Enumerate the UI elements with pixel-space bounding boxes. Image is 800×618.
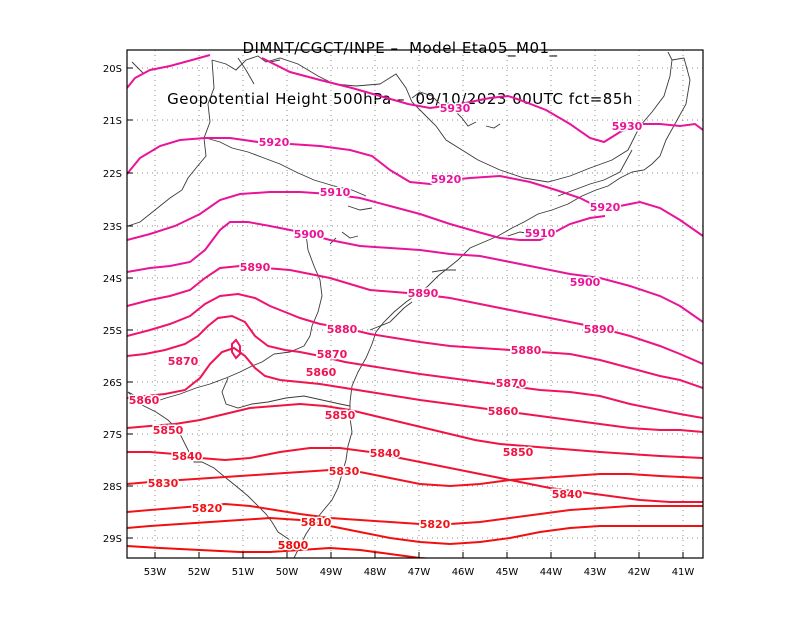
lat-tick-labels: 20S 21S 22S 23S 24S 25S 26S 27S 28S 29S [103, 64, 122, 545]
contour-5800 [127, 545, 436, 558]
contour-label: 5850 [325, 409, 356, 422]
contour-5910 [127, 191, 606, 241]
contour-label: 5870 [168, 355, 199, 368]
lat-tick-label: 27S [103, 430, 122, 441]
lon-tick-label: 48W [364, 567, 387, 578]
contour-label: 5820 [192, 502, 223, 515]
lon-tick-label: 47W [408, 567, 431, 578]
lon-tick-label: 43W [584, 567, 607, 578]
lat-tick-label: 29S [103, 534, 122, 545]
contour-label: 5930 [612, 120, 643, 133]
contour-5920 [127, 137, 703, 237]
contour-5930-east [261, 57, 703, 144]
contour-5880 [127, 292, 703, 389]
contour-label: 5810 [301, 516, 332, 529]
contour-label: 5860 [129, 394, 160, 407]
contour-label: 5890 [408, 287, 439, 300]
lat-tick-label: 28S [103, 482, 122, 493]
contour-5870 [127, 314, 703, 419]
lon-tick-label: 45W [496, 567, 519, 578]
title-line-2: Geopotential Height 500hPa – 09/10/2023 … [167, 90, 633, 108]
contour-5900 [127, 221, 703, 323]
contour-labels: 5930 5930 5920 5920 5920 5910 5910 5900 … [127, 101, 644, 554]
map-frame [126, 49, 704, 559]
lat-tick-label: 20S [103, 64, 122, 75]
lat-tick-label: 24S [103, 274, 122, 285]
lon-tick-label: 42W [628, 567, 651, 578]
lon-tick-label: 49W [320, 567, 343, 578]
contour-label: 5820 [420, 518, 451, 531]
contour-label: 5840 [172, 450, 203, 463]
contour-5850 [127, 402, 703, 459]
contour-label: 5930 [440, 102, 471, 115]
contour-label: 5840 [370, 447, 401, 460]
lon-tick-labels: 53W 52W 51W 50W 49W 48W 47W 46W 45W 44W … [144, 567, 695, 578]
contour-label: 5910 [525, 227, 556, 240]
contour-label: 5920 [259, 136, 290, 149]
lon-tick-label: 44W [540, 567, 563, 578]
title-line-1: DIMNT/CGCT/INPE – Model Eta05_M01_ [242, 39, 558, 57]
contour-5830 [127, 468, 703, 488]
contour-label: 5880 [327, 323, 358, 336]
contour-label: 5830 [148, 477, 179, 490]
contour-label: 5850 [503, 446, 534, 459]
contour-label: 5920 [590, 201, 621, 214]
contour-label: 5840 [552, 488, 583, 501]
lon-tick-label: 51W [232, 567, 255, 578]
coastline-and-borders [127, 51, 691, 558]
grid-lines [127, 50, 703, 558]
lat-tick-label: 23S [103, 222, 122, 233]
lon-tick-label: 50W [276, 567, 299, 578]
contour-label: 5800 [278, 539, 309, 552]
contour-label: 5890 [240, 261, 271, 274]
contour-5840 [127, 447, 703, 503]
lat-tick-label: 25S [103, 326, 122, 337]
lat-tick-label: 21S [103, 116, 122, 127]
contour-lines [127, 54, 703, 558]
contour-label: 5900 [570, 276, 601, 289]
contour-label: 5920 [431, 173, 462, 186]
contour-5930-west [127, 54, 211, 89]
contour-label: 5830 [329, 465, 360, 478]
contour-label: 5880 [511, 344, 542, 357]
map-title: DIMNT/CGCT/INPE – Model Eta05_M01_ Geopo… [0, 6, 800, 125]
lat-tick-label: 22S [103, 169, 122, 180]
lon-tick-label: 46W [452, 567, 475, 578]
contour-label: 5850 [153, 424, 184, 437]
contour-5820 [127, 502, 703, 525]
contour-label: 5860 [306, 366, 337, 379]
contour-label: 5860 [488, 405, 519, 418]
contour-5870-loop [231, 338, 241, 360]
contour-label: 5910 [320, 186, 351, 199]
contour-5890 [127, 264, 703, 365]
contour-label: 5890 [584, 323, 615, 336]
tick-marks [127, 67, 684, 558]
contour-label: 5900 [294, 228, 325, 241]
lon-tick-label: 52W [188, 567, 211, 578]
contour-5860 [127, 346, 703, 433]
contour-5810 [127, 516, 703, 546]
contour-label: 5870 [496, 377, 527, 390]
lon-tick-label: 41W [672, 567, 695, 578]
contour-label: 5870 [317, 348, 348, 361]
lon-tick-label: 53W [144, 567, 167, 578]
lat-tick-label: 26S [103, 378, 122, 389]
